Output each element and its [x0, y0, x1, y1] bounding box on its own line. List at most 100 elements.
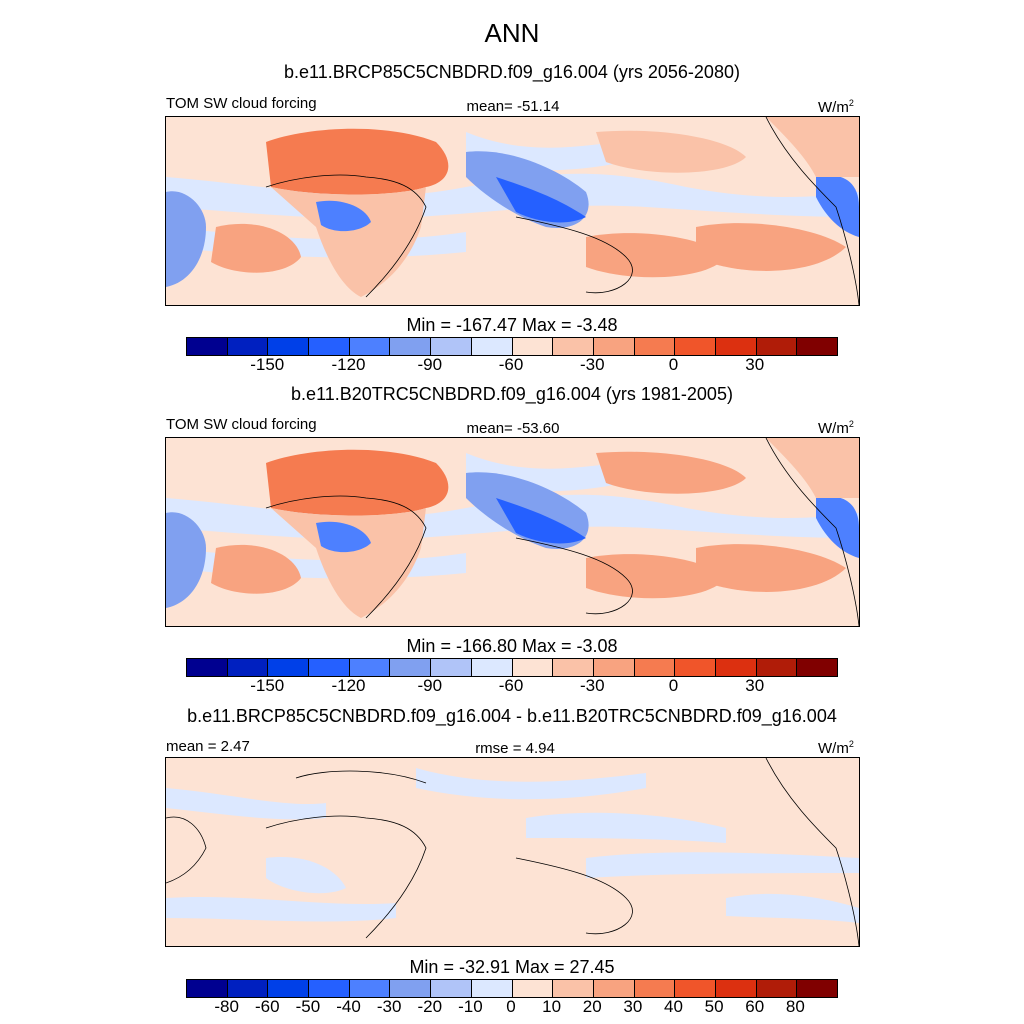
colorbar-swatch: [797, 980, 837, 997]
figure-title: ANN: [484, 18, 540, 48]
colorbar-swatch: [349, 980, 391, 997]
panel1-subtitle: b.e11.BRCP85C5CNBDRD.f09_g16.004 (yrs 20…: [284, 62, 740, 82]
colorbar-swatch: [471, 338, 513, 355]
colorbar-swatch: [349, 659, 391, 676]
panel3-mean-label: mean = 2.47: [166, 738, 250, 755]
panel2-colorbar: [186, 658, 838, 677]
colorbar-swatch: [675, 338, 716, 355]
colorbar-swatch: [756, 338, 798, 355]
colorbar-swatch: [390, 659, 432, 676]
colorbar-swatch: [593, 980, 635, 997]
panel1-variable-label: TOM SW cloud forcing: [166, 95, 317, 112]
panel2-colorbar-ticks: -150 -120 -90 -60 -30 0 30: [186, 676, 836, 698]
colorbar-swatch: [268, 659, 310, 676]
panel3-colorbar-ticks: -80 -60 -50 -40 -30 -20 -10 0 10 20 30 40 50 60 80: [186, 997, 836, 1019]
colorbar-tick-label: -60: [498, 676, 524, 695]
colorbar-swatch: [675, 659, 716, 676]
colorbar-tick-label: 80: [785, 997, 805, 1016]
colorbar-swatch: [227, 659, 269, 676]
colorbar-tick-label: -60: [254, 997, 280, 1016]
panel2-mean-label: mean= -53.60: [466, 420, 560, 437]
panel3-rmse-label: rmse = 4.94: [475, 740, 555, 757]
colorbar-swatch: [593, 659, 635, 676]
colorbar-swatch: [593, 338, 635, 355]
colorbar-swatch: [471, 659, 513, 676]
panel2-subtitle: b.e11.B20TRC5CNBDRD.f09_g16.004 (yrs 198…: [291, 384, 733, 404]
colorbar-tick-label: -90: [417, 676, 443, 695]
panel2-map: [165, 437, 860, 627]
colorbar-tick-label: 30: [623, 997, 643, 1016]
colorbar-tick-label: -60: [498, 355, 524, 374]
colorbar-swatch: [431, 980, 472, 997]
colorbar-swatch: [715, 980, 757, 997]
colorbar-swatch: [431, 338, 472, 355]
colorbar-swatch: [634, 659, 676, 676]
colorbar-tick-label: -10: [458, 997, 483, 1016]
colorbar-swatch: [512, 659, 554, 676]
colorbar-swatch: [227, 338, 269, 355]
colorbar-swatch: [797, 659, 837, 676]
colorbar-swatch: [715, 338, 757, 355]
colorbar-swatch: [634, 338, 676, 355]
colorbar-swatch: [797, 338, 837, 355]
panel2-minmax: Min = -166.80 Max = -3.08: [406, 636, 618, 656]
colorbar-tick-label: -50: [295, 997, 321, 1016]
colorbar-swatch: [187, 659, 228, 676]
panel3-subtitle: b.e11.BRCP85C5CNBDRD.f09_g16.004 - b.e11…: [187, 706, 837, 726]
colorbar-tick-label: 0: [506, 997, 516, 1016]
panel1-mean-label: mean= -51.14: [466, 98, 560, 115]
colorbar-swatch: [675, 980, 716, 997]
colorbar-tick-label: -80: [214, 997, 239, 1016]
colorbar-tick-label: -150: [250, 355, 285, 374]
colorbar-tick-label: 0: [668, 355, 679, 374]
colorbar-swatch: [187, 980, 228, 997]
colorbar-tick-label: -30: [579, 355, 605, 374]
colorbar-tick-label: 50: [704, 997, 724, 1016]
panel2-variable-label: TOM SW cloud forcing: [166, 416, 317, 433]
panel3-map: [165, 757, 860, 947]
panel1-map: [165, 116, 860, 306]
panel1-minmax: Min = -167.47 Max = -3.48: [406, 315, 618, 335]
colorbar-tick-label: -120: [331, 355, 366, 374]
colorbar-swatch: [227, 980, 269, 997]
colorbar-swatch: [553, 338, 594, 355]
colorbar-swatch: [390, 338, 432, 355]
colorbar-tick-label: 40: [664, 997, 683, 1016]
colorbar-swatch: [756, 659, 798, 676]
panel1-colorbar-ticks: -150 -120 -90 -60 -30 0 30: [186, 355, 836, 377]
colorbar-tick-label: 60: [745, 997, 765, 1016]
panel2-units: W/m2: [818, 419, 854, 437]
panel3-colorbar: [186, 979, 838, 998]
colorbar-tick-label: -30: [579, 676, 605, 695]
colorbar-swatch: [431, 659, 472, 676]
panel3-units: W/m2: [818, 739, 854, 757]
panel1-colorbar: [186, 337, 838, 356]
colorbar-tick-label: -150: [250, 676, 285, 695]
colorbar-swatch: [512, 338, 554, 355]
colorbar-tick-label: 30: [745, 355, 765, 374]
colorbar-tick-label: -40: [336, 997, 361, 1016]
colorbar-tick-label: -120: [331, 676, 366, 695]
colorbar-tick-label: -20: [417, 997, 443, 1016]
colorbar-swatch: [553, 659, 594, 676]
colorbar-swatch: [390, 980, 432, 997]
colorbar-tick-label: 20: [582, 997, 602, 1016]
colorbar-swatch: [756, 980, 798, 997]
colorbar-swatch: [349, 338, 391, 355]
colorbar-swatch: [187, 338, 228, 355]
colorbar-swatch: [512, 980, 554, 997]
colorbar-swatch: [309, 659, 350, 676]
colorbar-swatch: [553, 980, 594, 997]
colorbar-tick-label: -90: [417, 355, 443, 374]
colorbar-tick-label: 10: [542, 997, 562, 1016]
colorbar-swatch: [634, 980, 676, 997]
colorbar-tick-label: -30: [376, 997, 402, 1016]
colorbar-swatch: [715, 659, 757, 676]
panel1-units: W/m2: [818, 98, 854, 116]
colorbar-swatch: [471, 980, 513, 997]
colorbar-swatch: [268, 338, 310, 355]
panel3-minmax: Min = -32.91 Max = 27.45: [409, 957, 615, 977]
colorbar-swatch: [309, 338, 350, 355]
colorbar-swatch: [309, 980, 350, 997]
colorbar-tick-label: 30: [745, 676, 765, 695]
